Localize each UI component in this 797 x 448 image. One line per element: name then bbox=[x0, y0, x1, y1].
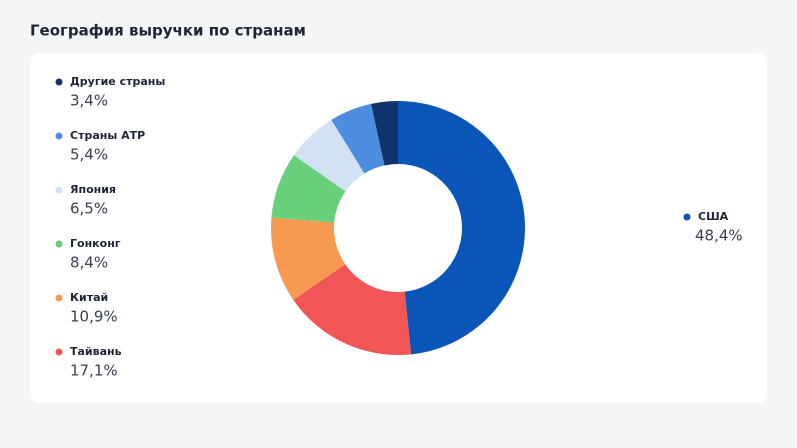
legend-label: Страны АТР bbox=[70, 129, 145, 142]
slice bbox=[293, 119, 365, 192]
legend-marker bbox=[55, 78, 63, 86]
value-label: 5,4% bbox=[70, 146, 108, 164]
slice bbox=[371, 101, 398, 166]
slice bbox=[293, 264, 412, 355]
legend-label: Китай bbox=[70, 291, 108, 304]
legend-marker bbox=[55, 186, 63, 194]
value-label: 48,4% bbox=[695, 227, 743, 245]
legend-marker bbox=[55, 132, 63, 140]
value-label: 3,4% bbox=[70, 92, 108, 110]
chart-title: География выручки по странам bbox=[30, 22, 306, 40]
legend-label: США bbox=[698, 210, 729, 223]
value-label: 10,9% bbox=[70, 308, 118, 326]
card bbox=[30, 53, 767, 403]
legend-label: Другие страны bbox=[70, 75, 165, 88]
legend-label: Гонконг bbox=[70, 237, 121, 250]
legend-label: Япония bbox=[70, 183, 116, 196]
slice bbox=[271, 217, 346, 300]
legend-label: Тайвань bbox=[70, 345, 122, 358]
legend-marker bbox=[55, 294, 63, 302]
value-label: 17,1% bbox=[70, 362, 118, 380]
value-label: 8,4% bbox=[70, 254, 108, 272]
legend-marker bbox=[683, 213, 691, 221]
legend-marker bbox=[55, 240, 63, 248]
slice bbox=[331, 103, 385, 174]
slice bbox=[398, 101, 526, 355]
value-label: 6,5% bbox=[70, 200, 108, 218]
slice bbox=[271, 155, 346, 223]
legend-marker bbox=[55, 348, 63, 356]
